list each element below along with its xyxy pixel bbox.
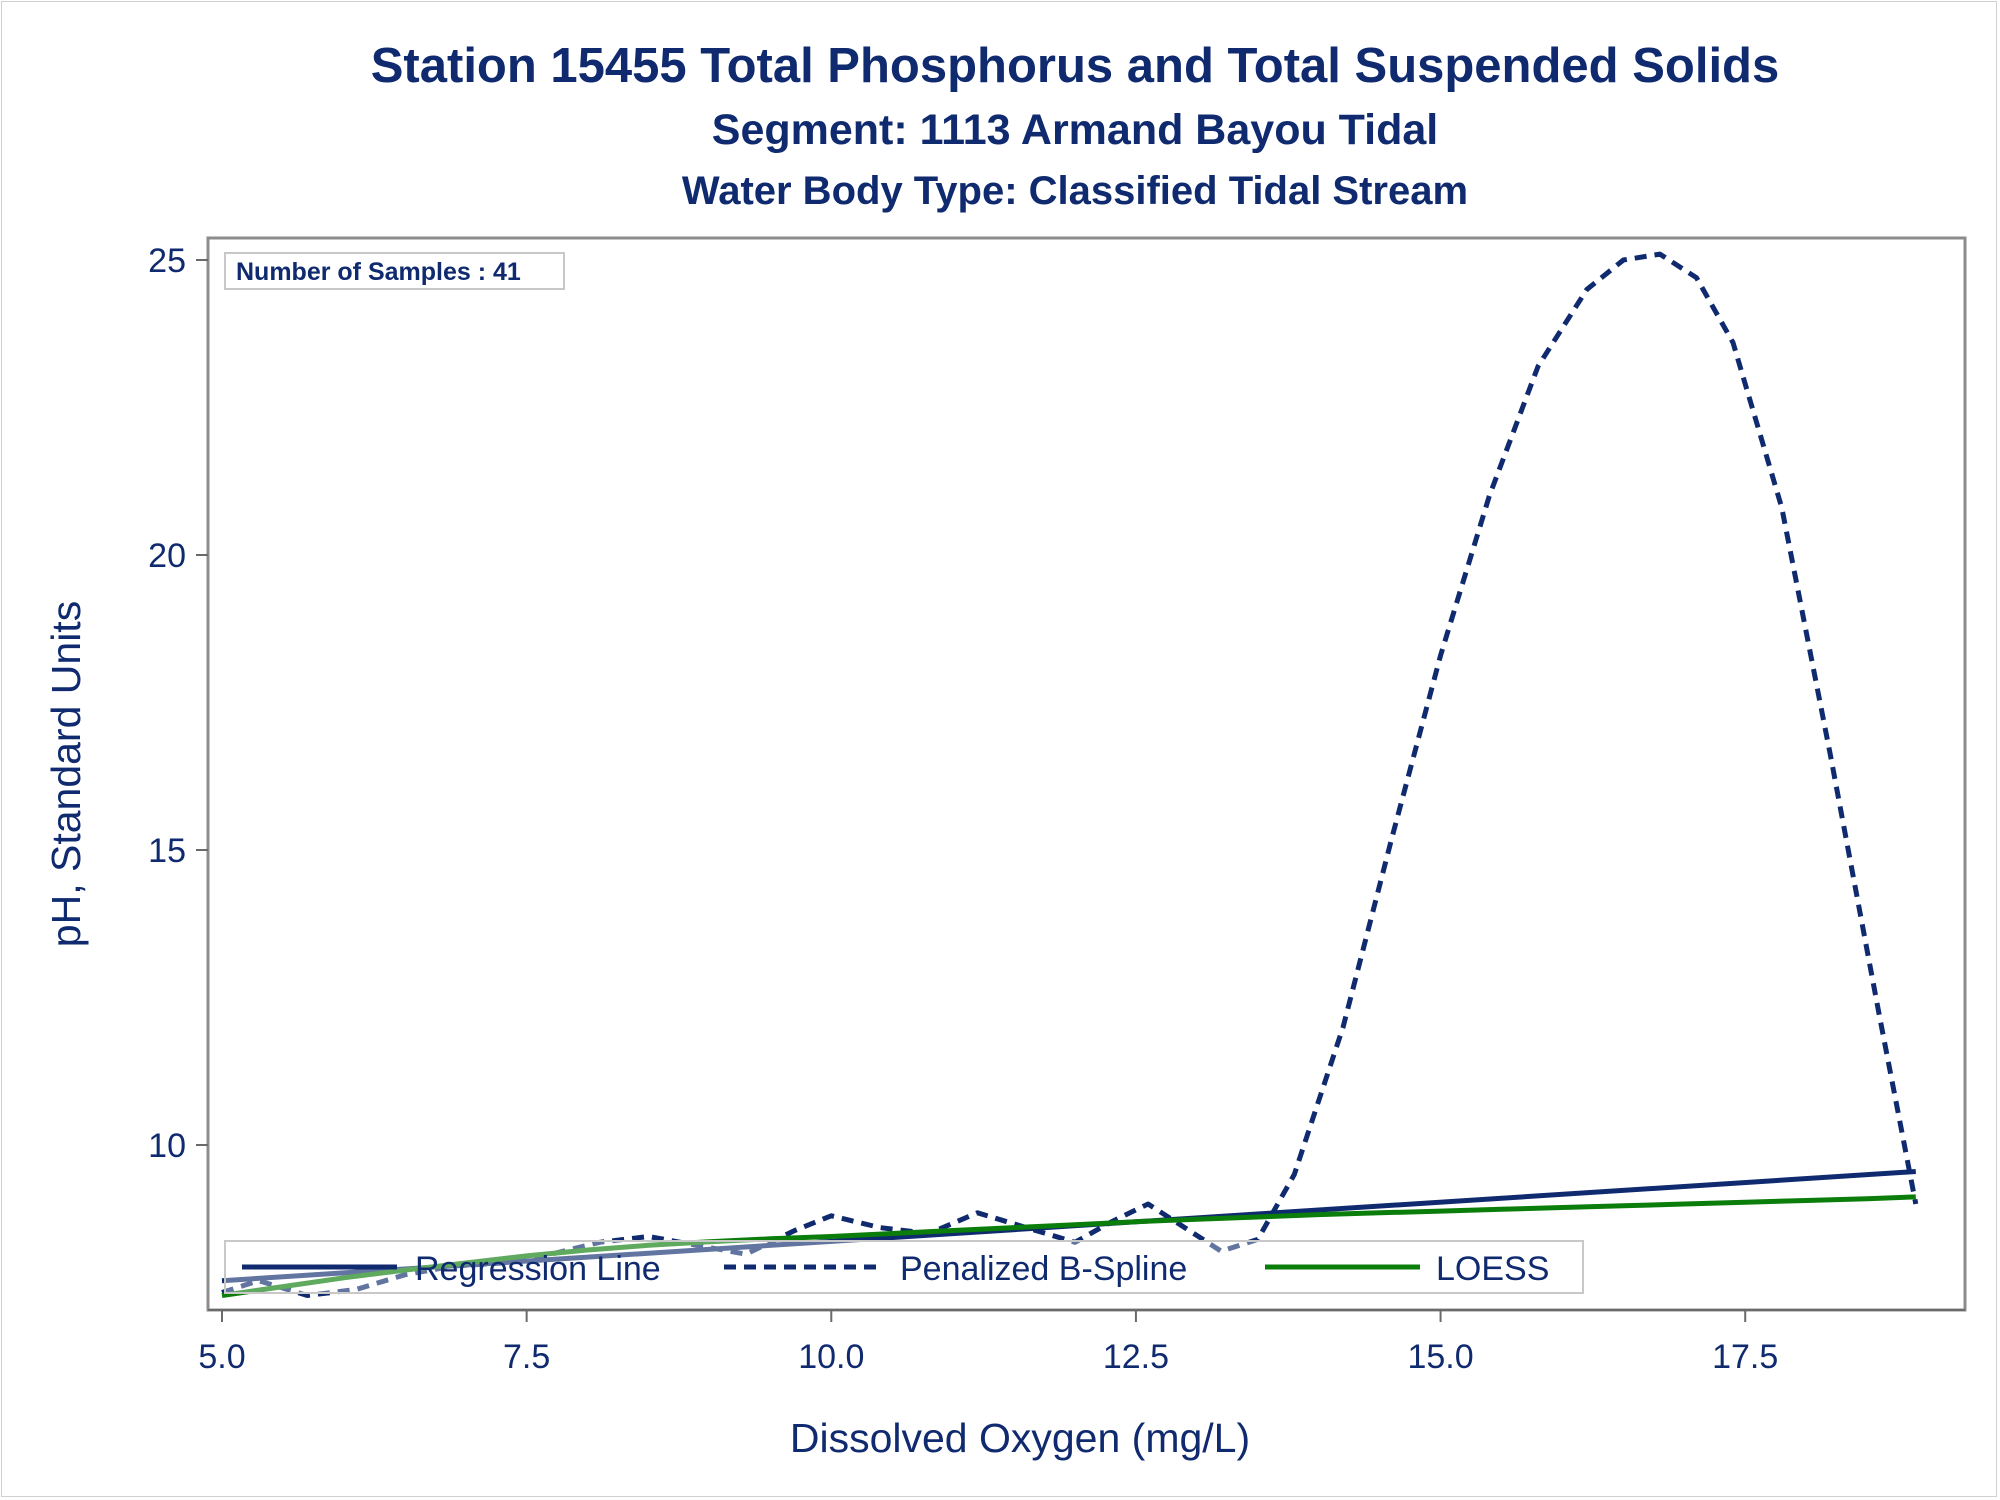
x-tick-label-1: 7.5 [503,1338,550,1376]
x-tick-label-2: 10.0 [798,1338,864,1376]
chart-subtitle-segment: Segment: 1113 Armand Bayou Tidal [711,106,1439,154]
x-tick-label-4: 15.0 [1407,1338,1473,1376]
chart-title: Station 15455 Total Phosphorus and Total… [370,39,1780,93]
y-tick-label-1: 15 [148,832,186,870]
y-tick-label-0: 10 [148,1127,186,1165]
series-line-penalized-b-spline [221,251,1919,1298]
x-tick-label-0: 5.0 [198,1338,245,1376]
legend-label-1: Penalized B-Spline [900,1250,1187,1288]
y-tick-label-3: 25 [148,242,186,280]
y-axis: 10 15 20 25 [148,242,208,1165]
series-layer [221,251,1919,1298]
sample-count-annotation: Number of Samples : 41 [224,252,565,290]
series-line-loess [221,1194,1916,1298]
chart-subtitle-waterbody: Water Body Type: Classified Tidal Stream [681,169,1469,213]
x-axis-label: Dissolved Oxygen (mg/L) [790,1415,1250,1461]
legend: Regression Line Penalized B-Spline LOESS [224,1240,1584,1294]
annotation-border [224,252,565,290]
legend-label-0: Regression Line [415,1250,661,1288]
plot-area [206,236,1967,1312]
x-tick-label-3: 12.5 [1103,1338,1169,1376]
x-axis: 5.0 7.5 10.0 12.5 15.0 17.5 [198,1309,1965,1376]
y-tick-label-2: 20 [148,537,186,575]
annotation-text: Number of Samples : 41 [236,258,521,286]
x-tick-label-5: 17.5 [1712,1338,1778,1376]
legend-label-2: LOESS [1436,1250,1549,1288]
y-axis-label: pH, Standard Units [43,601,89,947]
